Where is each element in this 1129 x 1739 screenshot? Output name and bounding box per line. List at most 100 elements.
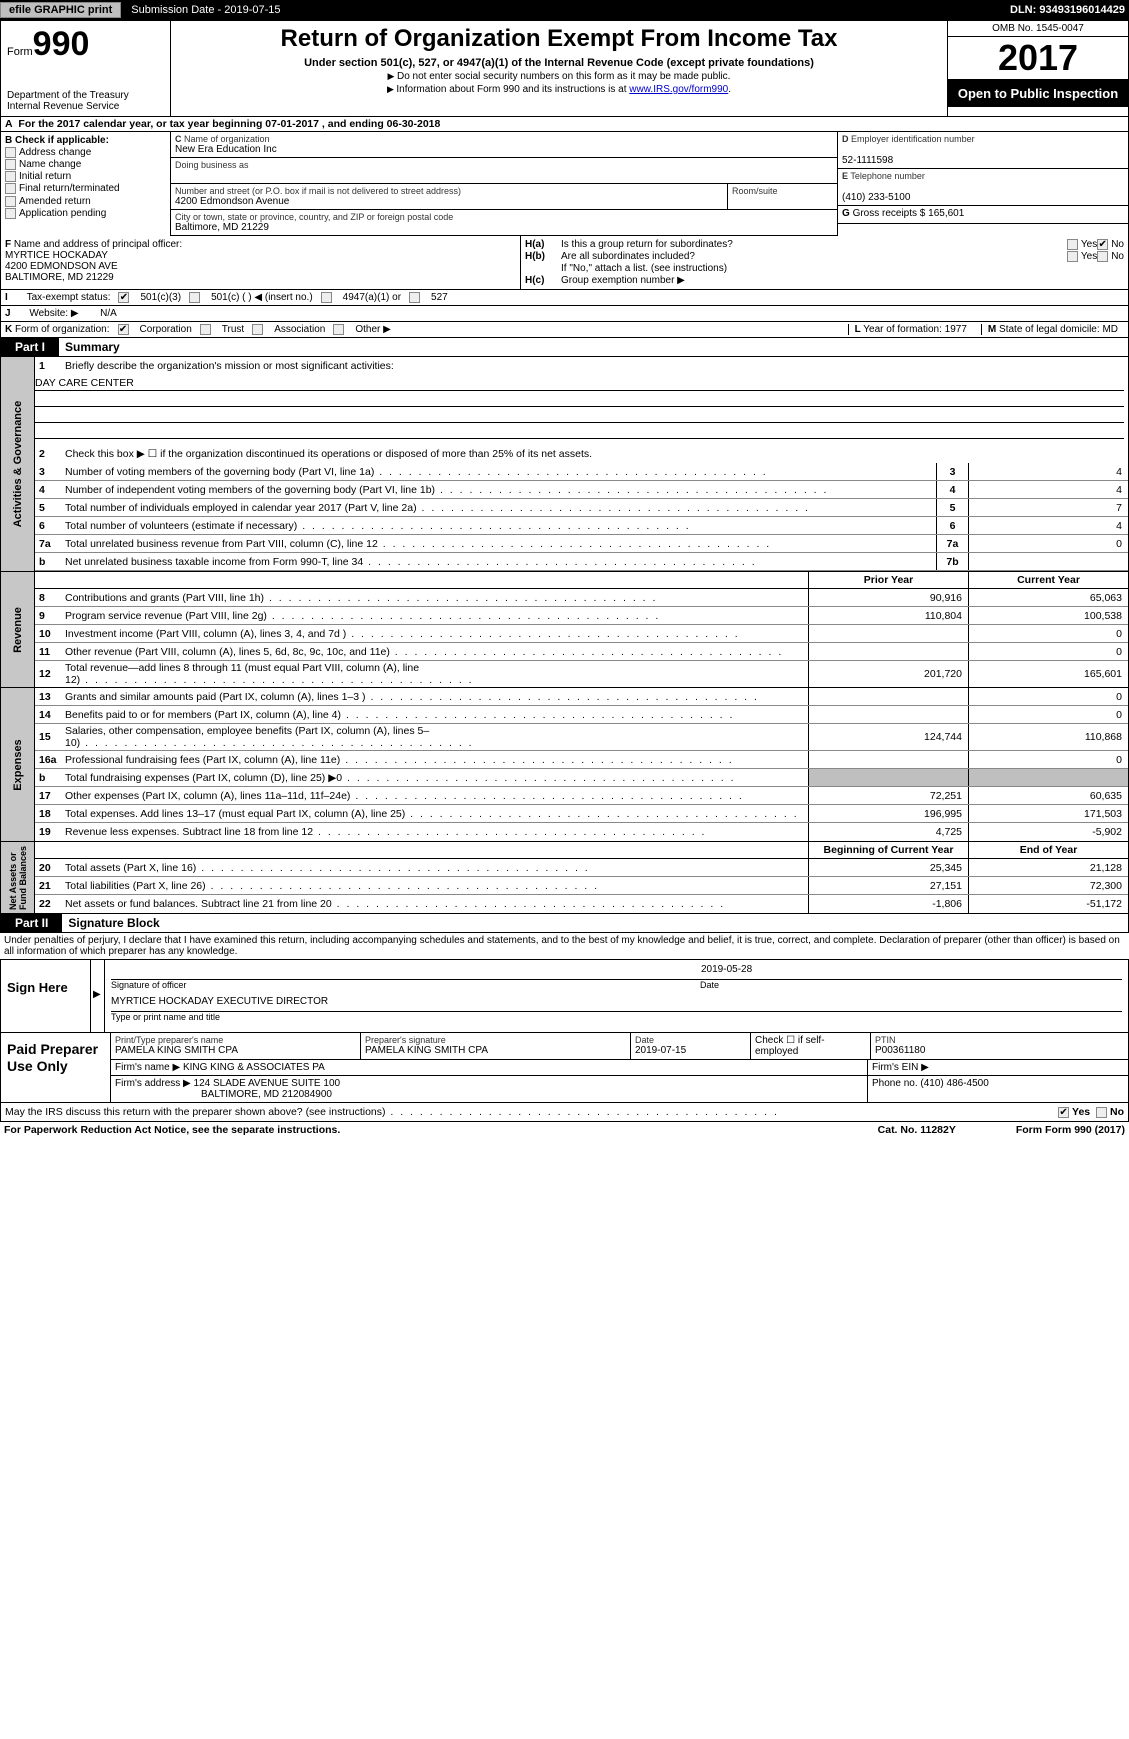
check-4947a1[interactable] [321, 292, 332, 303]
line1-text: Briefly describe the organization's miss… [63, 359, 1128, 373]
line-7a: 7a Total unrelated business revenue from… [35, 535, 1128, 553]
line-5: 5 Total number of individuals employed i… [35, 499, 1128, 517]
form-number: 990 [33, 25, 90, 63]
dln-label: DLN: 93493196014429 [1010, 4, 1125, 16]
ein-cell: D Employer identification number 52-1111… [838, 132, 1128, 169]
section-h: H(a)Is this a group return for subordina… [521, 236, 1128, 289]
discuss-yes-checkbox[interactable] [1058, 1107, 1069, 1118]
line-20: 20 Total assets (Part X, line 16) 25,345… [35, 859, 1128, 877]
check-amended-return[interactable]: Amended return [5, 196, 166, 207]
line-8: 8 Contributions and grants (Part VIII, l… [35, 589, 1128, 607]
check-address-change[interactable]: Address change [5, 147, 166, 158]
officer-signature-line: 2019-05-28 [111, 964, 1122, 980]
dba-cell: Doing business as [171, 158, 838, 184]
line-10: 10 Investment income (Part VIII, column … [35, 625, 1128, 643]
check-application-pending[interactable]: Application pending [5, 208, 166, 219]
discuss-with-preparer-row: May the IRS discuss this return with the… [0, 1103, 1129, 1122]
open-to-public-label: Open to Public Inspection [948, 80, 1128, 107]
activities-governance-label: Activities & Governance [12, 401, 24, 528]
top-bar: efile GRAPHIC print Submission Date - 20… [0, 0, 1129, 20]
check-501c3[interactable] [118, 292, 129, 303]
part-i-title: Summary [65, 340, 120, 354]
sign-here-label: Sign Here [1, 960, 91, 1032]
sign-arrow-icon [91, 960, 105, 1032]
state-domicile-cell: M State of legal domicile: MD [981, 324, 1124, 335]
line-9: 9 Program service revenue (Part VIII, li… [35, 607, 1128, 625]
preparer-signature-cell: Preparer's signaturePAMELA KING SMITH CP… [361, 1033, 631, 1059]
catalog-number: Cat. No. 11282Y [878, 1124, 956, 1136]
form-word: Form [7, 46, 33, 58]
line-4: 4 Number of independent voting members o… [35, 481, 1128, 499]
line-11: 11 Other revenue (Part VIII, column (A),… [35, 643, 1128, 661]
line-14: 14 Benefits paid to or for members (Part… [35, 706, 1128, 724]
hb-no-checkbox[interactable] [1097, 251, 1108, 262]
line-6: 6 Total number of volunteers (estimate i… [35, 517, 1128, 535]
preparer-date-cell: Date2019-07-15 [631, 1033, 751, 1059]
phone-cell: E Telephone number (410) 233-5100 [838, 169, 1128, 206]
ha-yes-checkbox[interactable] [1067, 239, 1078, 250]
line-16a: 16a Professional fundraising fees (Part … [35, 751, 1128, 769]
form-header: Form990 Department of the Treasury Inter… [0, 20, 1129, 117]
org-name-cell: C Name of organization New Era Education… [171, 132, 838, 158]
line-15: 15 Salaries, other compensation, employe… [35, 724, 1128, 751]
jurat-text: Under penalties of perjury, I declare th… [0, 933, 1129, 959]
line-18: 18 Total expenses. Add lines 13–17 (must… [35, 805, 1128, 823]
row-a-tax-year: A For the 2017 calendar year, or tax yea… [0, 117, 1129, 132]
preparer-name-cell: Print/Type preparer's namePAMELA KING SM… [111, 1033, 361, 1059]
net-assets-label: Net Assets orFund Balances [8, 845, 28, 909]
prior-year-header: Prior Year [808, 572, 968, 588]
check-initial-return[interactable]: Initial return [5, 171, 166, 182]
hb-yes-checkbox[interactable] [1067, 251, 1078, 262]
check-name-change[interactable]: Name change [5, 159, 166, 170]
treasury-dept-label: Department of the Treasury Internal Reve… [7, 90, 164, 112]
paperwork-notice: For Paperwork Reduction Act Notice, see … [4, 1124, 340, 1136]
revenue-label: Revenue [12, 607, 24, 653]
form-title: Return of Organization Exempt From Incom… [181, 25, 937, 53]
city-cell: City or town, state or province, country… [171, 210, 838, 236]
firm-name-cell: Firm's name ▶ KING KING & ASSOCIATES PA [111, 1060, 868, 1075]
line2-text: Check this box ▶ ☐ if the organization d… [63, 447, 1128, 461]
check-527[interactable] [409, 292, 420, 303]
firm-address-cell: Firm's address ▶ 124 SLADE AVENUE SUITE … [111, 1076, 868, 1102]
line-22: 22 Net assets or fund balances. Subtract… [35, 895, 1128, 913]
check-final-return[interactable]: Final return/terminated [5, 183, 166, 194]
submission-date-label: Submission Date - 2019-07-15 [131, 4, 280, 16]
line-13: 13 Grants and similar amounts paid (Part… [35, 688, 1128, 706]
paid-preparer-label: Paid Preparer Use Only [1, 1033, 111, 1102]
section-b-checkboxes: B Check if applicable: Address change Na… [1, 132, 171, 236]
discuss-no-checkbox[interactable] [1096, 1107, 1107, 1118]
expenses-label: Expenses [12, 739, 24, 790]
part-ii-header: Part II [1, 914, 62, 932]
efile-print-button[interactable]: efile GRAPHIC print [0, 2, 121, 18]
part-ii-title: Signature Block [68, 916, 159, 930]
line-19: 19 Revenue less expenses. Subtract line … [35, 823, 1128, 841]
ha-no-checkbox[interactable] [1097, 239, 1108, 250]
check-association[interactable] [252, 324, 263, 335]
gross-receipts-cell: G Gross receipts $ 165,601 [838, 206, 1128, 224]
check-other[interactable] [333, 324, 344, 335]
principal-officer-cell: F Name and address of principal officer:… [1, 236, 521, 289]
line-b: b Total fundraising expenses (Part IX, c… [35, 769, 1128, 787]
form-subtitle: Under section 501(c), 527, or 4947(a)(1)… [181, 57, 937, 69]
irs-link[interactable]: www.IRS.gov/form990 [629, 84, 728, 95]
tax-year: 2017 [948, 37, 1128, 80]
room-suite-cell: Room/suite [727, 184, 837, 209]
form-note-ssn: Do not enter social security numbers on … [181, 71, 937, 82]
check-501c[interactable] [189, 292, 200, 303]
beginning-year-header: Beginning of Current Year [808, 842, 968, 858]
self-employed-cell: Check ☐ if self-employed [751, 1033, 871, 1059]
form-of-org-label: K Form of organization: [5, 324, 110, 335]
ptin-cell: PTINP00361180 [871, 1033, 1128, 1059]
check-corporation[interactable] [118, 324, 129, 335]
line-3: 3 Number of voting members of the govern… [35, 463, 1128, 481]
end-year-header: End of Year [968, 842, 1128, 858]
omb-number: OMB No. 1545-0047 [948, 21, 1128, 37]
website-row: J Website: ▶ N/A [0, 306, 1129, 322]
line-21: 21 Total liabilities (Part X, line 26) 2… [35, 877, 1128, 895]
part-i-header: Part I [1, 338, 59, 356]
line-12: 12 Total revenue—add lines 8 through 11 … [35, 661, 1128, 687]
address-cell: Number and street (or P.O. box if mail i… [171, 184, 727, 209]
line-17: 17 Other expenses (Part IX, column (A), … [35, 787, 1128, 805]
firm-ein-cell: Firm's EIN ▶ [868, 1060, 1128, 1075]
check-trust[interactable] [200, 324, 211, 335]
